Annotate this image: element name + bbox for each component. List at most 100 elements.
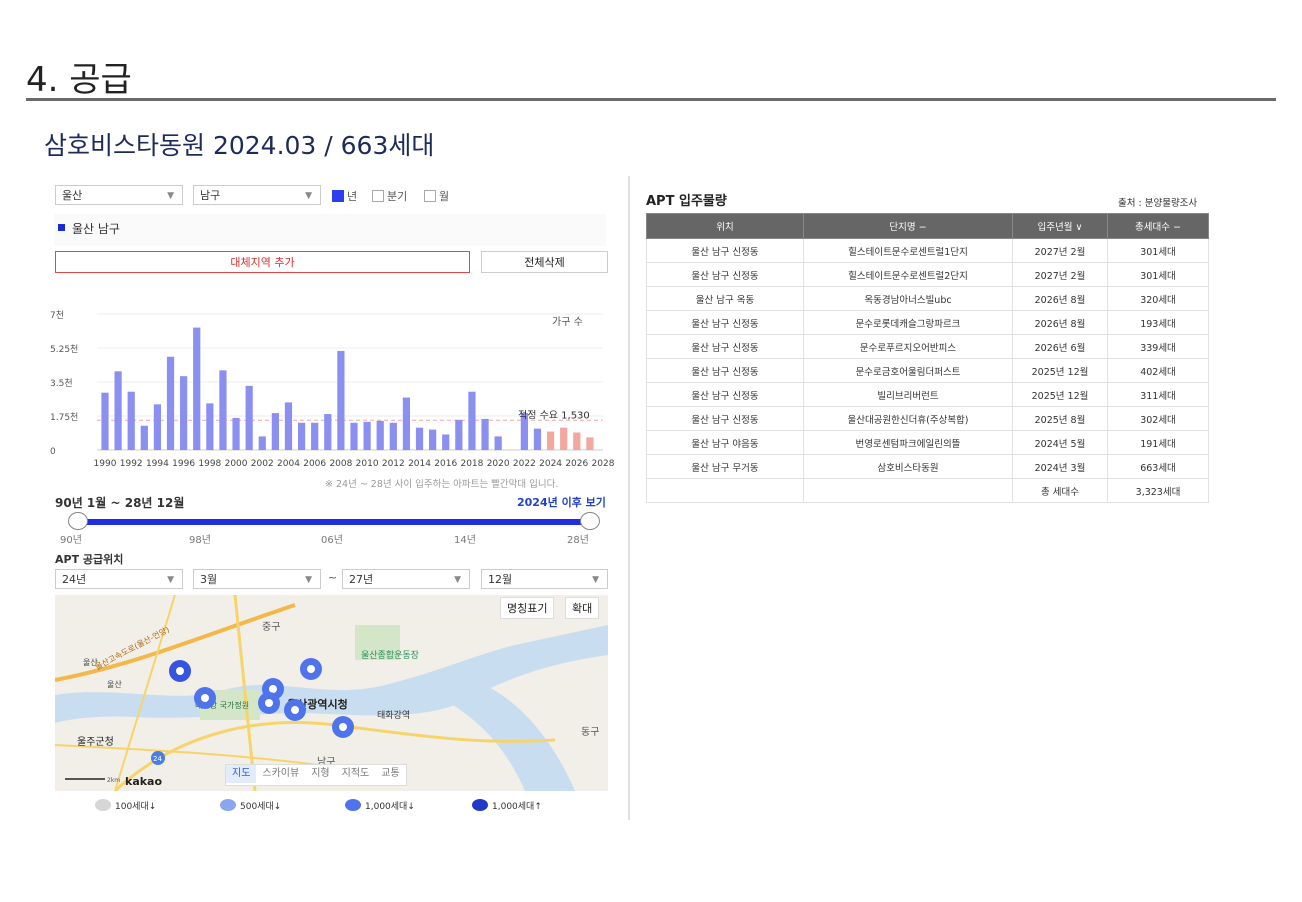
map-canvas[interactable]: 중구 동구 남구 울산광역시청 울산종합운동장 태화강역 울주군청 울산 울산 … [55, 595, 608, 791]
map-label-ulsan: 울산 [83, 657, 98, 667]
map-type-terrain[interactable]: 지형 [311, 768, 330, 779]
map-type-traffic[interactable]: 교통 [381, 768, 400, 779]
period-year-checkbox[interactable]: 년 [332, 188, 357, 204]
apt-pin-icon[interactable] [300, 658, 322, 680]
zoom-button[interactable]: 확대 [565, 597, 600, 619]
column-header-complex[interactable]: 단지명 − [803, 213, 1013, 239]
x-tick-label: 2018 [460, 459, 483, 469]
map-label-ulsan: 울산 [107, 679, 122, 689]
supply-bar [140, 425, 148, 450]
future-supply-bar [586, 437, 594, 450]
map-legend-label: 500세대↓ [240, 802, 282, 812]
location-cell: 울산 남구 야음동 [646, 430, 804, 455]
column-header-location[interactable]: 위치 [646, 213, 804, 239]
table-row[interactable]: 울산 남구 신정동 빌리브리버런트 2025년 12월 311세대 [646, 382, 1209, 407]
location-cell: 울산 남구 옥동 [646, 286, 804, 311]
supply-bar [232, 417, 240, 450]
road [114, 595, 176, 791]
location-cell: 울산 남구 신정동 [646, 382, 804, 407]
proper-demand-label: 적정 수요 1,530 [518, 409, 590, 421]
supply-bar [153, 404, 162, 450]
slider-start-handle[interactable] [68, 512, 88, 530]
future-supply-bar [560, 427, 568, 450]
from-month-select[interactable]: 3월 ▼ [193, 569, 321, 589]
empty-cell [646, 478, 804, 503]
complex-cell: 빌리브리버런트 [803, 382, 1013, 407]
x-tick-label: 2010 [356, 459, 379, 469]
y-tick-label: 5.25천 [50, 344, 78, 355]
add-region-button[interactable]: 대체지역 추가 [55, 251, 470, 273]
table-row[interactable]: 울산 남구 신정동 문수로롯데캐슬그랑파르크 2026년 8월 193세대 [646, 310, 1209, 335]
map-type-map[interactable]: 지도 [226, 765, 257, 783]
move-in-cell: 2027년 2월 [1012, 262, 1108, 287]
units-cell: 339세대 [1107, 334, 1209, 359]
period-quarter-checkbox[interactable]: 분기 [372, 188, 407, 204]
table-total-row: 총 세대수 3,323세대 [646, 478, 1209, 503]
pin-icon [345, 799, 361, 811]
x-tick-label: 2006 [303, 459, 326, 469]
date-range-slider[interactable] [78, 519, 590, 525]
clear-all-button[interactable]: 전체삭제 [481, 251, 608, 273]
map-type-cadastral[interactable]: 지적도 [341, 768, 370, 779]
supply-location-map[interactable]: 중구 동구 남구 울산광역시청 울산종합운동장 태화강역 울주군청 울산 울산 … [55, 595, 608, 791]
region2-select[interactable]: 남구 ▼ [193, 185, 321, 205]
complex-cell: 삼호비스타동원 [803, 454, 1013, 479]
supply-bar [376, 420, 384, 450]
name-display-button[interactable]: 명칭표기 [500, 597, 555, 619]
x-tick-label: 1998 [198, 459, 221, 469]
map-legend-label: 1,000세대↑ [492, 802, 542, 812]
table-row[interactable]: 울산 남구 신정동 문수로금호어울림더퍼스트 2025년 12월 402세대 [646, 358, 1209, 383]
table-row[interactable]: 울산 남구 신정동 힐스테이트문수로센트럴1단지 2027년 2월 301세대 [646, 238, 1209, 263]
x-tick-label: 1996 [172, 459, 195, 469]
units-cell: 320세대 [1107, 286, 1209, 311]
table-row[interactable]: 울산 남구 옥동 옥동경남아너스빌ubc 2026년 8월 320세대 [646, 286, 1209, 311]
supply-bar [468, 391, 476, 450]
table-row[interactable]: 울산 남구 야음동 번영로센텀파크에일린의뜰 2024년 5월 191세대 [646, 430, 1209, 455]
apt-pin-icon[interactable] [194, 687, 216, 709]
location-cell: 울산 남구 신정동 [646, 334, 804, 359]
x-tick-label: 2024 [539, 459, 562, 469]
region1-select[interactable]: 울산 ▼ [55, 185, 183, 205]
supply-bar [481, 418, 489, 450]
period-month-checkbox[interactable]: 월 [424, 188, 449, 204]
complex-cell: 힐스테이트문수로센트럴2단지 [803, 262, 1013, 287]
apt-pin-icon[interactable] [258, 692, 280, 714]
map-scale-label: 2km [107, 777, 120, 784]
x-tick-label: 2016 [434, 459, 457, 469]
from-month-value: 3월 [200, 573, 218, 586]
route-marker [151, 751, 165, 765]
table-row[interactable]: 울산 남구 무거동 삼호비스타동원 2024년 3월 663세대 [646, 454, 1209, 479]
supply-bar [429, 429, 437, 450]
region2-value: 남구 [200, 189, 221, 202]
table-row[interactable]: 울산 남구 신정동 힐스테이트문수로센트럴2단지 2027년 2월 301세대 [646, 262, 1209, 287]
legend-color-swatch [58, 224, 65, 231]
route-marker-number: 24 [153, 755, 162, 763]
complex-cell: 힐스테이트문수로센트럴1단지 [803, 238, 1013, 263]
slider-end-handle[interactable] [580, 512, 600, 530]
table-row[interactable]: 울산 남구 신정동 문수로푸르지오어반피스 2026년 6월 339세대 [646, 334, 1209, 359]
supply-bar [127, 391, 135, 450]
region1-value: 울산 [62, 189, 83, 202]
kakao-logo: kakao [125, 775, 162, 788]
to-year-select[interactable]: 27년 ▼ [342, 569, 470, 589]
move-in-cell: 2026년 6월 [1012, 334, 1108, 359]
total-label: 총 세대수 [1012, 478, 1108, 503]
apt-pin-icon[interactable] [169, 660, 191, 682]
apt-pin-icon[interactable] [284, 699, 306, 721]
x-tick-label: 2000 [225, 459, 248, 469]
from-year-select[interactable]: 24년 ▼ [55, 569, 183, 589]
table-row[interactable]: 울산 남구 신정동 울산대공원한신더휴(주상복합) 2025년 8월 302세대 [646, 406, 1209, 431]
column-header-units[interactable]: 총세대수 − [1107, 213, 1209, 239]
column-header-move-in[interactable]: 입주년월 ∨ [1012, 213, 1108, 239]
move-in-cell: 2026년 8월 [1012, 286, 1108, 311]
map-type-skyview[interactable]: 스카이뷰 [262, 768, 300, 779]
view-after-2024-link[interactable]: 2024년 이후 보기 [517, 496, 606, 509]
map-label-ulju: 울주군청 [77, 736, 114, 748]
to-month-select[interactable]: 12월 ▼ [481, 569, 608, 589]
apt-pin-icon[interactable] [332, 716, 354, 738]
section-title: 4. 공급 [26, 60, 132, 100]
location-cell: 울산 남구 신정동 [646, 262, 804, 287]
slider-tick-label: 90년 [60, 535, 82, 546]
source-note: 출처 : 분양물량조사 [1118, 198, 1198, 209]
